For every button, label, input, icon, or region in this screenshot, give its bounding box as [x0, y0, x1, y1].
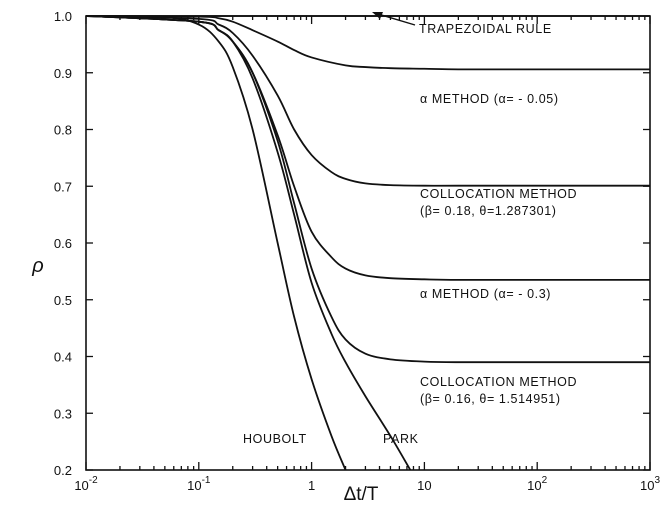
curve-alpha-005 — [85, 15, 650, 71]
label-houbolt: HOUBOLT — [243, 432, 307, 446]
ticks-group: 0.2 0.3 0.4 0.5 0.6 0.7 0.8 0.9 1.0 10-2 10-1 1 10 10… — [54, 9, 661, 493]
y-tick-label: 0.5 — [54, 293, 72, 308]
curves-group — [85, 15, 650, 471]
y-tick-label: 1.0 — [54, 9, 72, 24]
label-collocation-018-line1: COLLOCATION METHOD — [420, 187, 577, 201]
curve-houbolt — [85, 15, 347, 471]
label-collocation-016-line2: (β= 0.16, θ= 1.514951) — [420, 392, 561, 406]
x-tick-label: 10-2 — [74, 475, 98, 493]
x-tick-label: 1 — [308, 478, 315, 493]
trapezoidal-rule-arrowhead — [372, 12, 383, 19]
y-axis-title: ρ — [31, 255, 43, 277]
label-trapezoidal-rule: TRAPEZOIDAL RULE — [419, 22, 552, 36]
y-tick-label: 0.3 — [54, 406, 72, 421]
label-collocation-018-line2: (β= 0.18, θ=1.287301) — [420, 204, 557, 218]
label-alpha-method-005: α METHOD (α= - 0.05) — [420, 92, 559, 106]
x-tick-label: 102 — [527, 475, 547, 493]
x-tick-label: 10 — [417, 478, 431, 493]
y-tick-label: 0.4 — [54, 350, 72, 365]
label-alpha-method-03: α METHOD (α= - 0.3) — [420, 287, 551, 301]
x-tick-label: 103 — [640, 475, 660, 493]
trapezoidal-rule-arrow — [377, 13, 416, 26]
y-tick-label: 0.6 — [54, 236, 72, 251]
y-tick-label: 0.9 — [54, 66, 72, 81]
x-tick-label: 10-1 — [187, 475, 211, 493]
label-park: PARK — [383, 432, 419, 446]
curve-collocation-018 — [85, 15, 650, 187]
y-tick-label: 0.7 — [54, 179, 72, 194]
label-collocation-016-line1: COLLOCATION METHOD — [420, 375, 577, 389]
y-tick-label: 0.2 — [54, 463, 72, 478]
y-tick-label: 0.8 — [54, 123, 72, 138]
curve-park — [85, 15, 412, 471]
x-axis-title: Δt/T — [344, 484, 379, 505]
curve-alpha-03 — [85, 15, 650, 281]
